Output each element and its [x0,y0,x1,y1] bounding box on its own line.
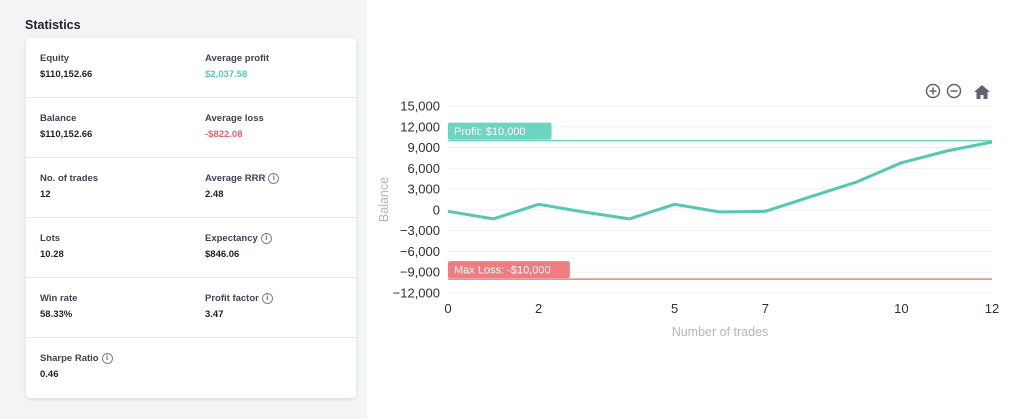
stat-expectancy: Expectancy i $846.06 [205,233,272,260]
info-icon[interactable]: i [101,353,113,364]
annotation-text: Profit: $10,000 [454,126,526,138]
balance-chart: 15,000 12,000 9,000 6,000 3,000 0 −3,000 −6,000… [377,99,999,340]
statistics-title: Statistics [25,18,81,32]
annotation-text: Max Loss: -$10,000 [454,265,551,277]
stat-equity: Equity $110,152.66 [40,53,92,80]
stat-average-profit: Average profit $2,037.58 [205,53,269,80]
annotation-badge [448,122,552,140]
stat-label: Equity [40,53,70,64]
stat-sharpe-ratio: Sharpe Ratio i 0.46 [40,353,113,380]
stat-label: No. of trades [40,173,99,184]
y-tick-label: 6,000 [407,161,440,176]
stat-row: Sharpe Ratio i 0.46 [26,338,356,398]
x-tick-label: 5 [671,301,678,316]
info-icon[interactable]: i [268,173,280,184]
x-tick-label: 2 [535,301,542,316]
stat-value: 10.28 [40,249,64,260]
home-icon[interactable] [973,83,991,101]
stat-label-with-info: Average RRR i [205,173,280,184]
stat-label-with-info: Sharpe Ratio i [40,353,113,364]
statistics-panel: Statistics Equity $110,152.66 Average pr… [0,0,367,419]
zoom-in-icon[interactable] [924,82,942,100]
stat-value: $846.06 [205,249,240,260]
statistics-card: Equity $110,152.66 Average profit $2,037… [26,38,356,398]
y-tick-label: 12,000 [400,119,440,134]
stat-row: Win rate 58.33% Profit factor i 3.47 [26,278,356,338]
stat-label: Lots [40,233,61,244]
x-tick-label: 12 [985,301,999,316]
info-icon[interactable]: i [261,293,273,304]
stat-value: 0.46 [40,369,59,380]
stat-balance: Balance $110,152.66 [40,113,92,140]
stat-label: Average profit [205,53,270,64]
x-axis-title: Number of trades [672,325,769,339]
annotation-label: Max Loss: -$10,000 [448,261,570,279]
stat-label: Win rate [40,293,78,304]
y-tick-label: −12,000 [393,286,440,301]
stat-label: Average RRR [205,173,266,184]
stat-value: $110,152.66 [40,69,93,80]
annotation-label: Profit: $10,000 [448,122,552,140]
stat-row: Equity $110,152.66 Average profit $2,037… [26,38,356,98]
stat-label: Balance [40,113,77,124]
stat-value: -$822.08 [205,129,243,140]
x-tick-label: 7 [762,301,769,316]
stat-label: Sharpe Ratio [40,353,99,364]
stat-lots: Lots 10.28 [40,233,64,260]
stat-average-rrr: Average RRR i 2.48 [205,173,280,200]
y-tick-label: −3,000 [400,223,440,238]
stat-number-of-trades: No. of trades 12 [40,173,98,200]
stat-value: 3.47 [205,309,224,320]
y-tick-label: 0 [433,202,440,217]
stat-label: Profit factor [205,293,259,304]
stat-row: Balance $110,152.66 Average loss -$822.0… [26,98,356,158]
balance-line [447,140,993,221]
stat-row: No. of trades 12 Average RRR i 2.48 [26,158,356,218]
stat-profit-factor: Profit factor i 3.47 [205,293,273,320]
stat-value: 58.33% [40,309,73,320]
y-tick-label: −9,000 [400,265,440,280]
x-tick-label: 0 [444,301,451,316]
stat-average-loss: Average loss -$822.08 [205,113,264,140]
stat-win-rate: Win rate 58.33% [40,293,77,320]
x-tick-label: 10 [894,301,908,316]
stat-label: Expectancy [205,233,258,244]
stat-label-with-info: Profit factor i [205,293,273,304]
stat-value: 2.48 [205,189,224,200]
stat-value: $110,152.66 [40,129,93,140]
stat-row: Lots 10.28 Expectancy i $846.06 [26,218,356,278]
annotation-badge [448,261,570,279]
y-tick-label: −6,000 [400,244,440,259]
stat-value: $2,037.58 [205,69,248,80]
stat-label-with-info: Expectancy i [205,233,272,244]
zoom-out-icon[interactable] [945,82,963,100]
y-tick-label: 9,000 [407,140,440,155]
y-tick-label: 3,000 [407,182,440,197]
info-icon[interactable]: i [260,233,272,244]
y-tick-label: 15,000 [400,99,440,114]
y-axis-title: Balance [377,177,391,222]
stat-label: Average loss [205,113,264,124]
stat-value: 12 [40,189,51,200]
